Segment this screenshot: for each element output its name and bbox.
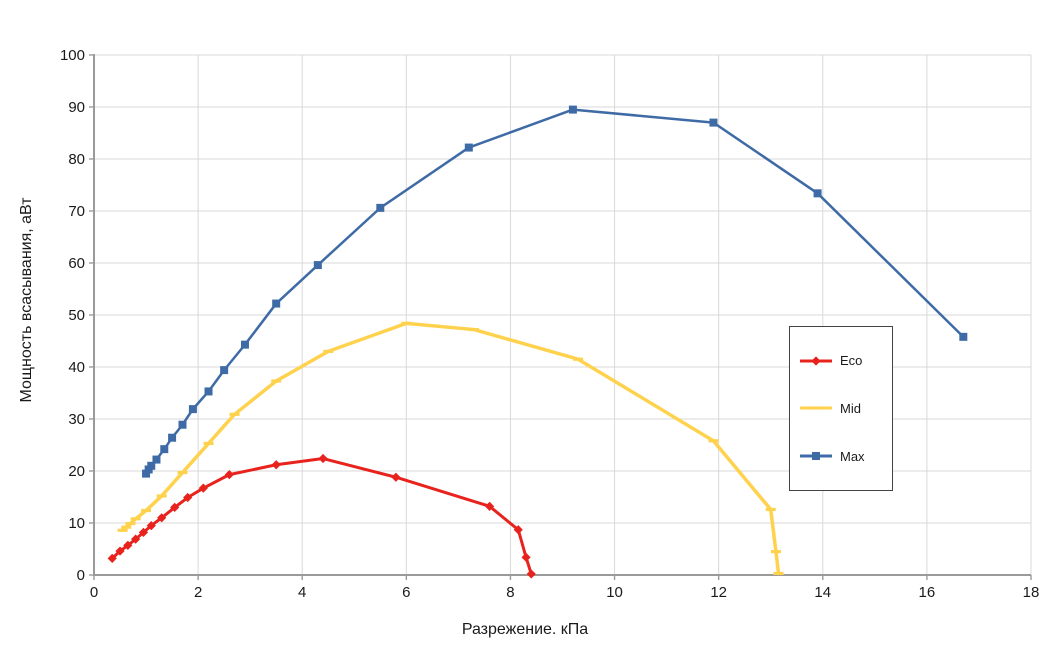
y-tick-label: 70 — [68, 203, 85, 220]
legend: Eco Mid Max — [789, 326, 893, 491]
x-tick-label: 2 — [194, 584, 202, 601]
axes: 0 2 4 6 8 10 12 14 16 18 0 10 20 30 40 50 60 70 80 90 100 — [60, 47, 1039, 601]
x-axis-title: Разрежение. кПа — [461, 621, 589, 638]
x-tick-label: 16 — [919, 584, 936, 601]
y-tick-label: 90 — [68, 99, 85, 116]
x-tick-label: 14 — [814, 584, 831, 601]
y-tick-label: 30 — [68, 411, 85, 428]
x-tick-label: 4 — [298, 584, 306, 601]
y-tick-label: 40 — [68, 359, 85, 376]
legend-label-max: Max — [840, 448, 865, 464]
gridlines — [94, 54, 1032, 575]
x-tick-label: 18 — [1023, 584, 1040, 601]
legend-label-eco: Eco — [840, 353, 863, 369]
x-tick-label: 10 — [606, 584, 623, 601]
series-eco — [107, 453, 536, 579]
y-tick-label: 80 — [68, 151, 85, 168]
series-mid — [117, 321, 784, 576]
series-max — [142, 105, 968, 478]
y-tick-label: 0 — [77, 567, 85, 584]
y-tick-label: 10 — [68, 515, 85, 532]
y-axis-title: Мощность всасывания, аВт — [18, 197, 35, 403]
x-tick-label: 0 — [90, 584, 98, 601]
legend-marker-eco — [800, 356, 832, 366]
x-tick-label: 6 — [402, 584, 410, 601]
y-tick-label: 20 — [68, 463, 85, 480]
y-tick-label: 60 — [68, 255, 85, 272]
legend-item-eco[interactable]: Eco — [790, 353, 892, 368]
x-tick-label: 8 — [506, 584, 514, 601]
legend-item-max[interactable]: Max — [790, 449, 892, 464]
legend-marker-max — [800, 452, 832, 461]
legend-marker-mid — [800, 406, 832, 411]
y-tick-label: 100 — [60, 47, 85, 64]
legend-label-mid: Mid — [840, 400, 861, 416]
x-tick-label: 12 — [710, 584, 727, 601]
y-tick-label: 50 — [68, 307, 85, 324]
legend-item-mid[interactable]: Mid — [790, 401, 892, 416]
